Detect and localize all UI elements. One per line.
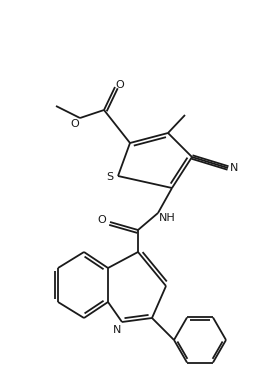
Text: N: N — [113, 325, 121, 335]
Text: NH: NH — [159, 213, 176, 223]
Text: O: O — [71, 119, 79, 129]
Text: N: N — [230, 163, 238, 173]
Text: S: S — [106, 172, 114, 182]
Text: O: O — [116, 80, 124, 90]
Text: O: O — [98, 215, 106, 225]
